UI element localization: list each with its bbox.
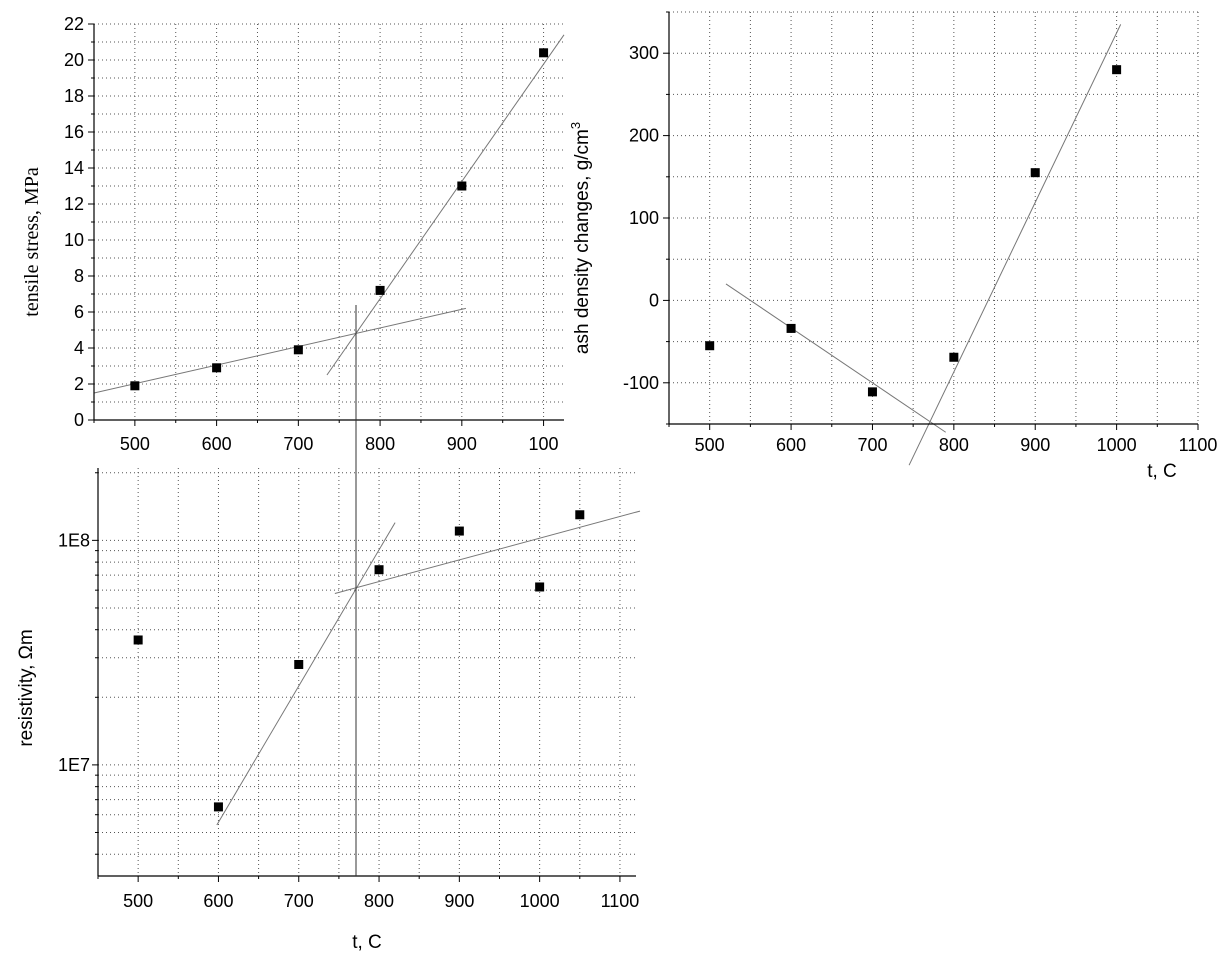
- data-point: [375, 285, 385, 295]
- resistivity-panel: 500 600 700 800 900 1000 1100 1E7 1E8 resistivit…: [16, 468, 641, 953]
- data-point: [1112, 65, 1122, 75]
- y-tick-label: 14: [64, 158, 84, 178]
- x-tick-label: 600: [776, 435, 806, 455]
- ash-x-axis-label: t, C: [1147, 461, 1177, 482]
- resistivity-x-axis-label: t, C: [352, 932, 382, 953]
- x-tick-label: 700: [857, 435, 887, 455]
- y-tick-label: 1E7: [58, 755, 90, 775]
- y-tick-label: 6: [74, 302, 84, 322]
- x-tick-label: 500: [120, 434, 150, 454]
- data-point: [575, 510, 585, 520]
- y-tick-label: 4: [74, 338, 84, 358]
- data-point: [133, 635, 143, 645]
- data-point: [535, 582, 545, 592]
- y-tick-label: 8: [74, 266, 84, 286]
- y-tick-label: 1E8: [58, 530, 90, 550]
- x-tick-label: 1100: [601, 891, 640, 911]
- ash-y-axis-label: ash density changes, g/cm3: [568, 122, 593, 354]
- y-tick-label: 16: [64, 122, 84, 142]
- x-tick-label: 600: [202, 434, 232, 454]
- x-tick-label: 700: [284, 891, 314, 911]
- trend-line: [334, 510, 641, 594]
- y-tick-label: 22: [64, 14, 84, 34]
- x-tick-label: 900: [444, 891, 474, 911]
- x-tick-label: 1100: [1179, 435, 1218, 455]
- data-point: [374, 565, 384, 575]
- y-tick-label: 0: [74, 410, 84, 430]
- trend-line: [725, 283, 946, 433]
- trend-line: [93, 307, 467, 394]
- x-tick-label: 800: [364, 891, 394, 911]
- data-point: [293, 345, 303, 355]
- x-tick-label: 500: [695, 435, 725, 455]
- data-point: [212, 363, 222, 373]
- data-point: [213, 802, 223, 812]
- trend-line: [908, 24, 1122, 466]
- data-point: [1030, 168, 1040, 178]
- trend-line: [216, 522, 396, 826]
- data-point: [949, 352, 959, 362]
- ash-density-panel: 500 600 700 800 900 1000 1100 -100 0 100 200 300 as…: [568, 11, 1218, 482]
- resistivity-y-axis-label: resistivity, Ωm: [16, 629, 37, 746]
- data-point: [454, 526, 464, 536]
- x-tick-label: 800: [939, 435, 969, 455]
- y-tick-label: 100: [629, 208, 659, 228]
- x-tick-label: 800: [365, 434, 395, 454]
- x-tick-label: 900: [1020, 435, 1050, 455]
- tensile-y-axis-label: tensile stress, MPa: [21, 167, 43, 317]
- y-tick-label: -100: [623, 373, 659, 393]
- y-tick-label: 200: [629, 126, 659, 146]
- data-point: [294, 659, 304, 669]
- y-tick-label: 12: [64, 194, 84, 214]
- data-point: [130, 381, 140, 391]
- x-tick-label: 500: [123, 891, 153, 911]
- y-tick-label: 0: [649, 290, 659, 310]
- y-tick-label: 18: [64, 86, 84, 106]
- trend-line: [326, 34, 565, 376]
- data-point: [786, 323, 796, 333]
- data-point: [705, 341, 715, 351]
- x-tick-label: 1000: [520, 891, 560, 911]
- x-tick-label: 900: [447, 434, 477, 454]
- x-tick-label: 100: [529, 434, 559, 454]
- x-tick-label: 600: [203, 891, 233, 911]
- y-tick-label: 20: [64, 50, 84, 70]
- y-tick-label: 2: [74, 374, 84, 394]
- data-point: [457, 181, 467, 191]
- x-tick-label: 1000: [1097, 435, 1137, 455]
- x-tick-label: 700: [283, 434, 313, 454]
- data-point: [539, 48, 549, 58]
- data-point: [867, 387, 877, 397]
- y-tick-label: 300: [629, 43, 659, 63]
- y-tick-label: 10: [64, 230, 84, 250]
